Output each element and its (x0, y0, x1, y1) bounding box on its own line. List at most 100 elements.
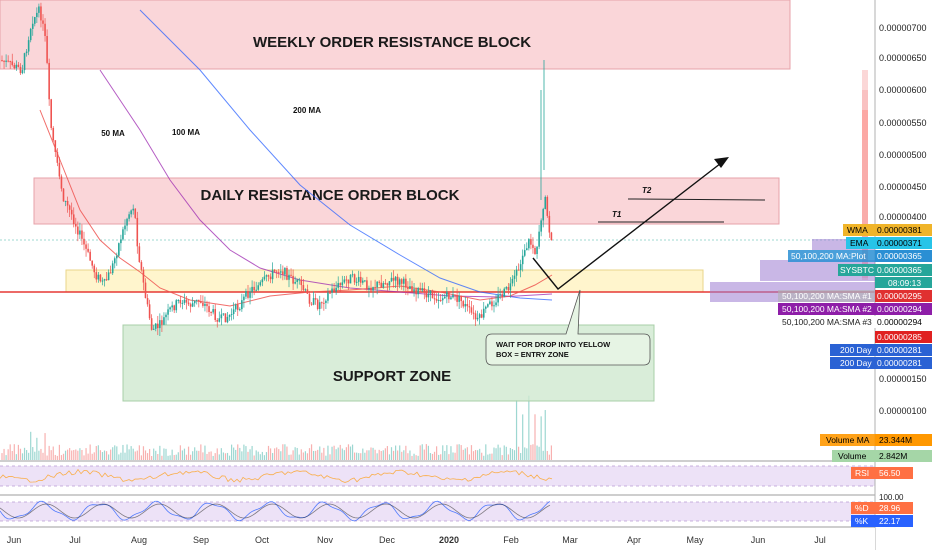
candle-body (280, 271, 282, 273)
volume-bar (77, 450, 79, 460)
candle-body (23, 53, 26, 71)
volume-bar (32, 447, 34, 460)
candle-body (327, 292, 329, 301)
candle-body (487, 304, 489, 307)
volume-bar (507, 454, 509, 460)
candle-body (513, 275, 516, 279)
candle-body (427, 293, 430, 298)
volume-bar (93, 452, 95, 460)
candle-body (91, 260, 93, 266)
volume-bar (290, 454, 292, 460)
volume-bar (417, 455, 419, 460)
volume-bar (349, 446, 352, 460)
candle-body (468, 306, 471, 308)
volume-bar (280, 451, 282, 460)
candle-body (228, 314, 231, 317)
volume-bar (321, 452, 323, 460)
tag-wma-value: 0.00000381 (877, 225, 922, 235)
candle-body (357, 276, 360, 282)
time-label: Jul (69, 535, 81, 545)
candle-body (243, 296, 245, 301)
candle-body (54, 140, 57, 152)
candle-body (304, 289, 307, 291)
volume-bar (181, 450, 183, 460)
volume-bar (360, 453, 362, 460)
volume-bar (52, 446, 54, 460)
candle-body (482, 308, 485, 318)
candle-body (36, 12, 38, 18)
tag-volume-ma-name: Volume MA (826, 435, 870, 445)
volume-bar (185, 454, 188, 460)
candle-body (48, 62, 50, 100)
volume-bar (366, 450, 368, 460)
volume-bar (118, 454, 120, 460)
volume-bar (218, 454, 220, 460)
candle-body (183, 299, 186, 303)
volume-bar (485, 444, 487, 460)
volume-bar (237, 444, 239, 460)
candle-body (210, 312, 212, 314)
volume-bar (155, 450, 157, 460)
volume-bar (300, 449, 302, 460)
tag-200day-2-value: 0.00000281 (877, 358, 922, 368)
volume-bar (308, 448, 311, 460)
volume-bar (364, 452, 366, 460)
volume-bar (9, 444, 11, 460)
volume-bar (126, 444, 128, 460)
candle-body (99, 274, 102, 282)
candle-body (167, 309, 169, 315)
candle-body (294, 281, 296, 284)
volume-bar (245, 446, 247, 460)
volume-bar (62, 453, 65, 460)
volume-bar (58, 444, 60, 460)
profile-bar (862, 140, 868, 280)
tag-stoch-d-name: %D (855, 503, 869, 513)
volume-bar (304, 451, 306, 460)
volume-bar (38, 450, 40, 460)
tag-sma3-value: 0.00000294 (877, 317, 922, 327)
candle-body (187, 302, 190, 305)
volume-bar (298, 454, 300, 460)
ma-50-label: 50 MA (101, 129, 125, 138)
candle-body (548, 215, 551, 233)
candle-body (489, 301, 491, 305)
volume-bar (302, 452, 304, 460)
candle-body (370, 287, 372, 291)
candle-body (491, 301, 493, 307)
candle-body (378, 281, 380, 283)
callout-line-1: WAIT FOR DROP INTO YELLOW (496, 340, 611, 349)
candle-body (150, 318, 153, 330)
candle-body (25, 51, 28, 54)
volume-bar (505, 446, 507, 460)
volume-bar (198, 450, 200, 460)
candle-body (366, 280, 368, 290)
candle-body (239, 309, 241, 311)
volume-bar (499, 447, 501, 460)
volume-bar (263, 455, 265, 460)
volume-bar (21, 453, 24, 460)
volume-bar (11, 450, 13, 460)
candle-body (136, 217, 139, 247)
candle-body (509, 283, 512, 291)
candle-body (216, 319, 219, 322)
candle-body (284, 267, 286, 275)
volume-bar (335, 449, 337, 460)
candle-body (392, 277, 395, 281)
volume-bar (483, 455, 485, 460)
candle-body (52, 127, 55, 141)
volume-bar (458, 444, 460, 460)
candle-body (521, 255, 524, 265)
volume-bar (323, 447, 325, 460)
candle-body (101, 280, 104, 282)
volume-bar (159, 445, 161, 460)
volume-bar (351, 444, 354, 460)
volume-bar (452, 452, 454, 460)
candle-body (460, 295, 462, 302)
candle-body (530, 239, 532, 245)
volume-bar (526, 448, 528, 460)
candle-body (478, 314, 481, 318)
candle-body (275, 271, 278, 273)
candle-body (204, 303, 206, 306)
volume-bar (474, 449, 477, 460)
candle-body (517, 269, 520, 271)
